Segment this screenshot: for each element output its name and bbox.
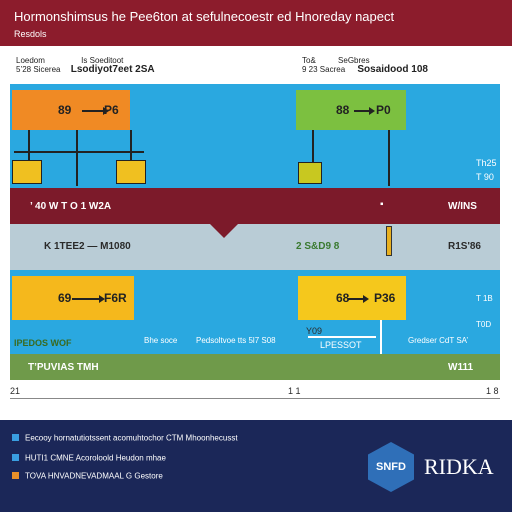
page-subtitle: Resdols — [14, 29, 47, 39]
left-column-line2b: Lsodiyot7eet 2SA — [70, 64, 155, 75]
row-4-foot-right: Gredser CdT SA’ — [408, 336, 469, 345]
row-1-left-arrow — [82, 107, 109, 115]
row-1-right-post — [388, 130, 390, 186]
row-4-foot-mid: Pedsoltvoe tts 5l7 S08 — [196, 336, 276, 345]
right-column-line2b: Sosaidood 108 — [357, 64, 428, 75]
row-4-foot-left: Bhe soce — [144, 336, 178, 345]
row-1-right-yellow-block — [116, 160, 146, 184]
left-column-a: Is Soeditoot — [81, 56, 124, 65]
scale-right: 1 8 — [486, 386, 499, 396]
scale-left: 21 — [10, 386, 21, 396]
right-column-line2: 9 23 Sacrea — [302, 65, 346, 74]
row-4-left-value: F6R — [104, 291, 127, 305]
footer-bullet-icon — [12, 434, 19, 442]
footer-item-1: Eecooy hornatutiotssent acomuhtochor CTM… — [12, 433, 238, 442]
left-column-name: Loedom — [16, 56, 45, 65]
row-1-right-box: 88 P0 — [296, 90, 406, 130]
row-5-band — [10, 354, 500, 380]
row-2-right-label: W/INS — [448, 201, 477, 212]
row-4-side-label-2: T0D — [476, 320, 492, 329]
page-title: Hormonshimsus he Pee6ton at sefulnecoest… — [14, 9, 395, 24]
row-1-left-box: 89 P6 — [12, 90, 130, 130]
scale-line — [10, 398, 500, 399]
row-4-right-beam — [308, 336, 376, 338]
row-5-line-2: T’PUVIAS TMH — [28, 362, 99, 373]
right-column-a: SeGbres — [338, 56, 370, 65]
row-4-small-label: Y09 — [306, 326, 323, 336]
scale-mid: 1 1 — [288, 386, 301, 396]
left-column-line2: 5’28 Sicerea — [16, 65, 61, 74]
right-column-name: To& — [302, 56, 316, 65]
footer-bullet-icon — [12, 472, 19, 480]
row-1-right-number: 88 — [336, 103, 350, 117]
row-1-left-number: 89 — [58, 103, 72, 117]
row-3-center-label: 2 S&D9 8 — [296, 241, 340, 252]
row-3-right-label: R1S'86 — [448, 241, 481, 252]
footer-bullet-icon — [12, 454, 19, 462]
row-4-right-arrow — [348, 295, 369, 303]
row-5-mid-label: LPESSOT — [320, 340, 362, 350]
row-2-band — [10, 188, 500, 224]
footer-panel — [0, 420, 512, 512]
row-2-left-label: ’ 40 W T O 1 W2A — [30, 201, 112, 212]
row-3-left-label: K 1TEE2 — M1080 — [44, 241, 131, 252]
row-1-left-beam — [14, 151, 144, 153]
left-column-header: Loedom Is Soeditoot 5’28 Sicerea Lsodiyo… — [16, 56, 155, 75]
row-4-left-number: 69 — [58, 291, 72, 305]
footer-item-2: HUTI1 CMNE Acoroloold Heudon mhae — [12, 453, 166, 462]
row-1-side-label-2: T 90 — [476, 172, 494, 182]
footer-item-3: TOVA HNVADNEVADMAAL G Gestore — [12, 471, 163, 480]
row-3-pointer — [210, 224, 238, 238]
row-2-center-mark: ▪ — [380, 199, 384, 210]
row-4-side-label-1: T 1B — [476, 294, 493, 303]
row-5-line-1: IPEDOS WOF — [14, 338, 72, 348]
row-3-marker — [386, 226, 392, 256]
brand-name: RIDKA — [424, 454, 494, 479]
row-4-right-value: P36 — [374, 291, 396, 305]
header-banner: Hormonshimsus he Pee6ton at sefulnecoest… — [0, 0, 512, 46]
row-1-side-label-1: Th25 — [476, 158, 497, 168]
row-4-left-arrow — [72, 295, 105, 303]
row-5-right-label: W111 — [448, 362, 474, 373]
row-1-connector-c — [130, 130, 132, 162]
row-1-connector-b — [76, 130, 78, 186]
row-3-band — [10, 224, 500, 270]
logo-text: SNFD — [376, 461, 406, 473]
right-column-header: To& SeGbres 9 23 Sacrea Sosaidood 108 — [302, 56, 428, 75]
row-1-right-yellow-block — [298, 162, 322, 184]
row-1-right-connector — [312, 130, 314, 168]
row-1-connector-a — [28, 130, 30, 162]
row-1-right-arrow — [354, 107, 375, 115]
row-1-left-yellow-block — [12, 160, 42, 184]
hexagon-logo-icon: SNFD — [368, 442, 414, 492]
row-1-right-value: P0 — [376, 103, 391, 117]
row-4-right-post — [380, 320, 382, 354]
row-4-right-number: 68 — [336, 291, 350, 305]
row-4-right-box: 68 P36 — [298, 276, 406, 320]
